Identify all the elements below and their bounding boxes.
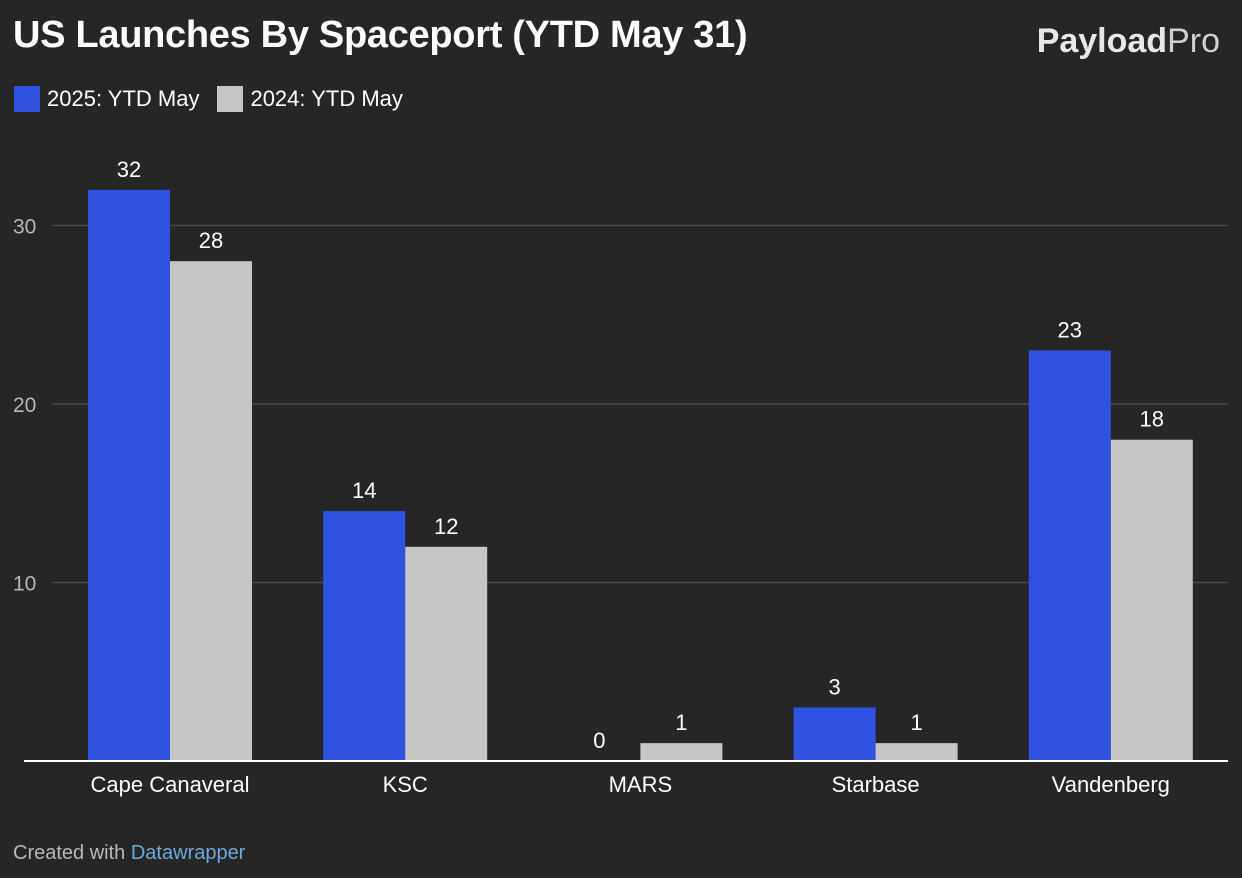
- bar-0-1: [170, 261, 252, 761]
- footer-created-with: Created with: [13, 842, 126, 864]
- data-label-4-1: 18: [1140, 407, 1164, 432]
- bar-0-0: [88, 189, 170, 762]
- category-label-4: Vandenberg: [1052, 772, 1170, 797]
- bar-3-0: [793, 707, 876, 761]
- data-label-2-0: 0: [593, 728, 605, 753]
- bar-3-1: [875, 743, 958, 761]
- data-label-0-0: 32: [117, 157, 141, 182]
- legend-item-2024: 2024: YTD May: [217, 86, 403, 112]
- footer-datawrapper-link[interactable]: Datawrapper: [130, 842, 246, 864]
- legend-swatch-2024: [217, 86, 244, 112]
- legend-label-2024: 2024: YTD May: [250, 86, 403, 111]
- y-tick-label-20: 20: [13, 394, 36, 417]
- category-label-1: KSC: [383, 772, 428, 797]
- data-label-3-1: 1: [910, 710, 922, 735]
- brand-logo-part1: Payload: [1036, 22, 1168, 60]
- y-tick-label-30: 30: [13, 216, 36, 239]
- data-label-0-1: 28: [199, 228, 223, 253]
- legend-item-2025: 2025: YTD May: [14, 86, 199, 112]
- data-label-3-0: 3: [828, 674, 840, 699]
- category-label-3: Starbase: [832, 772, 920, 797]
- brand-logo-part2: Pro: [1167, 22, 1220, 60]
- data-label-1-0: 14: [352, 478, 376, 503]
- bar-2-1: [640, 743, 723, 761]
- category-label-2: MARS: [609, 772, 673, 797]
- brand-logo: Payload Pro: [1037, 22, 1220, 61]
- y-tick-label-10: 10: [13, 573, 36, 596]
- legend-label-2025: 2025: YTD May: [47, 86, 200, 111]
- chart-title: US Launches By Spaceport (YTD May 31): [13, 14, 748, 56]
- data-label-1-1: 12: [434, 514, 458, 539]
- bar-1-0: [323, 511, 406, 761]
- bar-1-1: [405, 546, 488, 761]
- footer-credit: Created with Datawrapper: [13, 842, 245, 865]
- legend-swatch-2025: [14, 86, 40, 112]
- bar-4-1: [1110, 439, 1193, 761]
- bar-4-0: [1028, 350, 1111, 761]
- legend: 2025: YTD May 2024: YTD May: [14, 86, 403, 112]
- data-label-2-1: 1: [675, 710, 687, 735]
- category-label-0: Cape Canaveral: [91, 772, 250, 797]
- data-label-4-0: 23: [1058, 317, 1082, 342]
